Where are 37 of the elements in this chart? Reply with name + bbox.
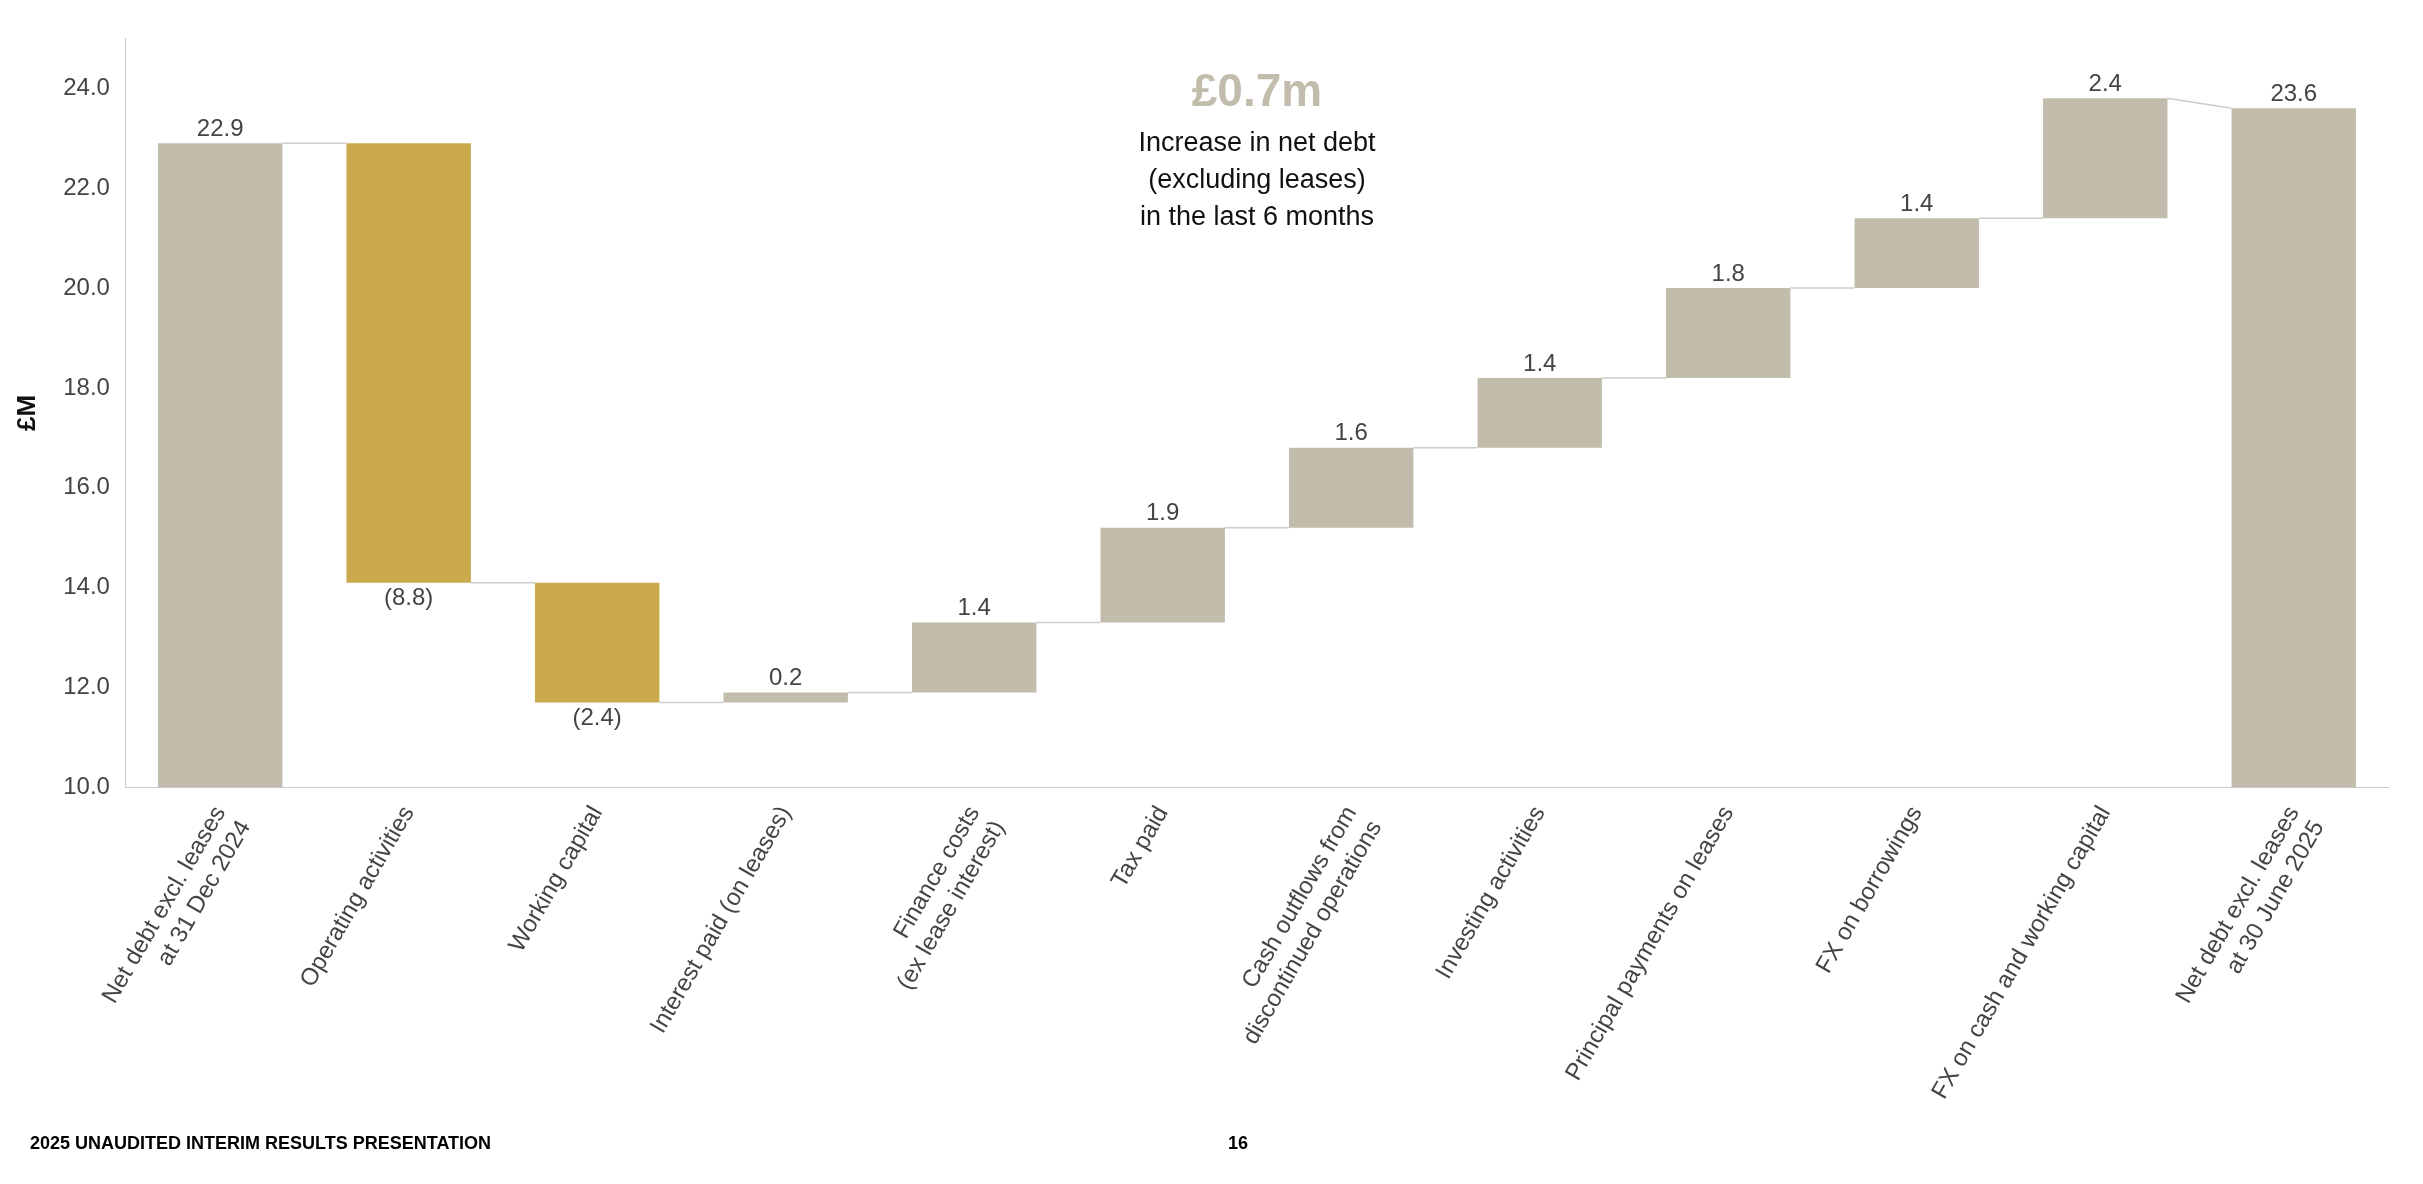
bar	[1289, 447, 1414, 528]
bar	[1666, 288, 1791, 378]
data-label: (2.4)	[572, 703, 622, 731]
text: 16	[1228, 1133, 1249, 1154]
bar	[346, 143, 471, 583]
y-tick-label: 18.0	[63, 372, 110, 400]
data-label: 1.4	[1523, 348, 1557, 376]
bar	[1477, 377, 1602, 448]
y-tick-label: 20.0	[63, 272, 110, 300]
data-label: (8.8)	[383, 583, 434, 611]
bar	[2231, 108, 2356, 788]
data-label: 22.9	[196, 113, 244, 141]
y-tick-label: 16.0	[63, 472, 110, 500]
data-label: 2.4	[2088, 68, 2122, 96]
text: 2025 UNAUDITED INTERIM RESULTS PRESENTATION	[30, 1133, 492, 1154]
bar	[723, 692, 848, 703]
data-label: 1.8	[1711, 258, 1745, 286]
data-label: 0.2	[769, 663, 803, 691]
data-label: 1.4	[957, 593, 991, 621]
bar	[1100, 527, 1225, 623]
bar	[534, 582, 660, 703]
data-label: 1.4	[1900, 188, 1934, 216]
data-label: 23.6	[2270, 78, 2318, 106]
data-label: 1.9	[1146, 498, 1180, 526]
y-tick-label: 10.0	[63, 771, 110, 799]
y-axis-title: £M	[10, 394, 41, 431]
bar	[157, 143, 283, 788]
bar	[1854, 218, 1979, 289]
bar	[911, 622, 1037, 693]
annotation: £0.7m	[1191, 64, 1323, 117]
y-tick-label: 12.0	[63, 672, 110, 700]
y-tick-label: 22.0	[63, 172, 110, 200]
bar	[2043, 98, 2168, 219]
y-tick-label: 14.0	[63, 572, 110, 600]
annotation: Increase in net debt (excluding leases) in the last 6 months	[1138, 126, 1377, 231]
data-label: 1.6	[1334, 418, 1368, 446]
y-tick-label: 24.0	[63, 72, 110, 100]
